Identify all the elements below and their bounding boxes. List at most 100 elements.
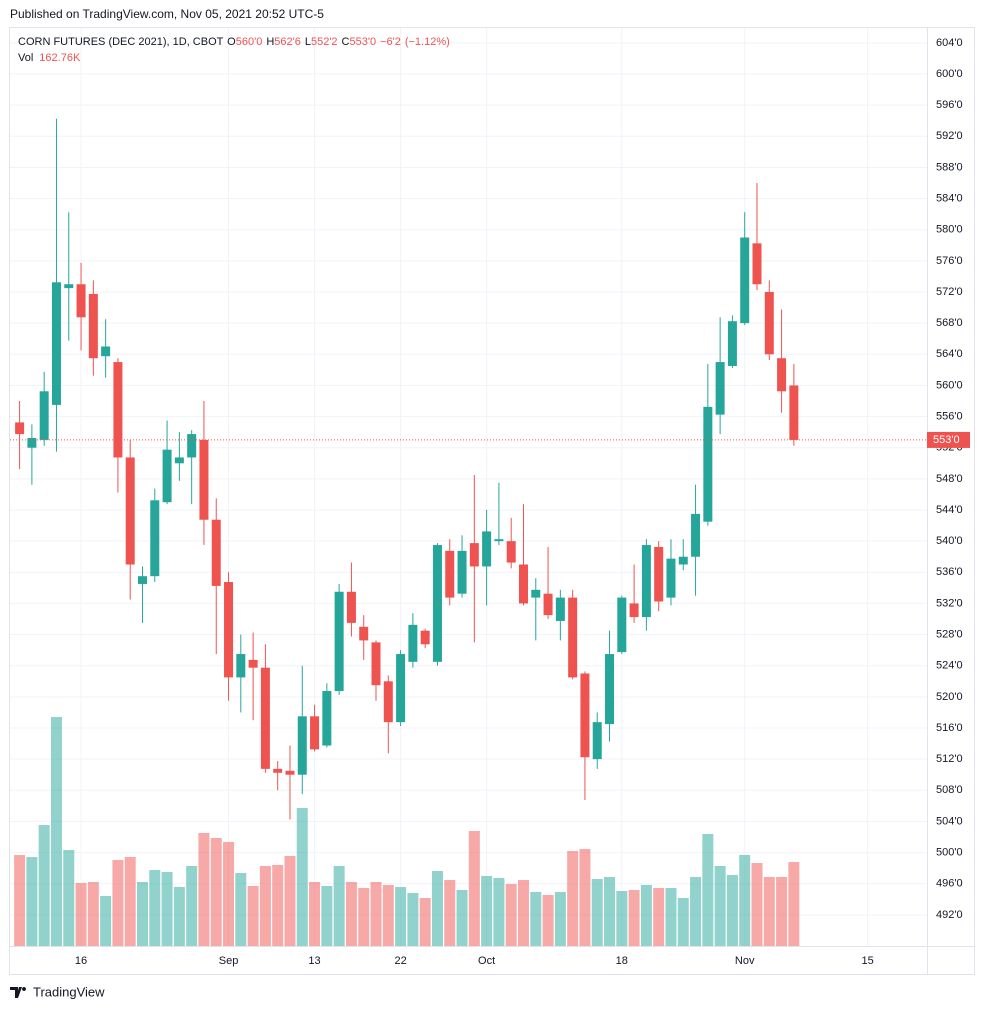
x-tick-label: 16 <box>75 955 87 967</box>
volume-key: Vol <box>18 52 33 64</box>
price-label: 553'0 <box>933 434 960 446</box>
candle-body <box>617 597 627 653</box>
volume-bar <box>210 837 222 946</box>
candle-body <box>555 597 565 621</box>
volume-bar <box>26 857 38 946</box>
x-tick-label: 22 <box>394 955 406 967</box>
y-tick-label: 568'0 <box>936 317 963 329</box>
legend: CORN FUTURES (DEC 2021), 1D, CBOT O560'0 H… <box>18 36 450 64</box>
volume-bar <box>517 879 529 946</box>
y-tick-label: 540'0 <box>936 535 963 547</box>
volume-bar <box>431 871 443 946</box>
volume-bar <box>14 855 26 946</box>
volume-bar <box>567 850 579 946</box>
ohlc-value: 562'6 <box>274 36 301 48</box>
volume-bar <box>137 882 148 946</box>
candle-body <box>383 681 393 723</box>
y-tick-label: 516'0 <box>936 722 963 734</box>
candle-body <box>162 449 172 503</box>
candle-body <box>27 437 37 448</box>
volume-bar <box>161 871 173 946</box>
y-tick-label: 564'0 <box>936 348 963 360</box>
volume-bar <box>530 892 542 946</box>
volume-legend: Vol 162.76K <box>18 52 81 64</box>
candle-body <box>691 513 701 557</box>
y-tick-label: 524'0 <box>936 660 963 672</box>
volume-bar <box>38 825 50 946</box>
volume-bar <box>702 834 714 946</box>
volume-bar <box>505 884 517 946</box>
y-tick-label: 528'0 <box>936 628 963 640</box>
candle-body <box>568 597 578 678</box>
y-tick-label: 580'0 <box>936 224 963 236</box>
volume-bar <box>382 884 394 946</box>
volume-bar <box>788 861 800 946</box>
candle-body <box>101 346 111 357</box>
volume-bar <box>309 882 321 946</box>
volume-bar <box>690 876 702 946</box>
candle-body <box>371 642 381 686</box>
volume-bar <box>776 876 788 946</box>
published-note: Published on TradingView.com, Nov 05, 20… <box>10 7 324 21</box>
volume-bar <box>63 850 75 946</box>
volume-bar <box>284 855 296 946</box>
y-tick-label: 556'0 <box>936 410 963 422</box>
volume-bar <box>665 887 677 946</box>
volume-bar <box>333 866 345 946</box>
ohlc-key: L <box>305 36 311 48</box>
candle-body <box>236 654 246 678</box>
volume-bar <box>272 865 284 946</box>
candle-body <box>432 545 442 662</box>
candle-body <box>273 768 283 773</box>
x-tick-label: 18 <box>616 955 628 967</box>
volume-bar <box>223 842 235 946</box>
candle-body <box>346 591 356 623</box>
candle-body <box>15 422 25 435</box>
brand-logo: TradingView <box>10 984 105 999</box>
candle-body <box>494 539 504 542</box>
candle-body <box>678 556 688 565</box>
change-percent: (−1.12%) <box>405 36 450 48</box>
candle-body <box>76 284 86 318</box>
candle-body <box>322 691 332 746</box>
candle-body <box>666 558 676 598</box>
candle-body <box>125 457 135 565</box>
candle-body <box>224 582 234 678</box>
candle-body <box>715 362 725 415</box>
candle-body <box>187 434 197 458</box>
volume-bar <box>456 890 468 946</box>
x-tick-label: 15 <box>861 955 873 967</box>
volume-bar <box>493 877 505 946</box>
y-tick-label: 560'0 <box>936 379 963 391</box>
ohlc-key: H <box>266 36 274 48</box>
y-tick-label: 588'0 <box>936 161 963 173</box>
volume-bar <box>358 887 370 946</box>
candle-body <box>789 385 799 440</box>
candle-body <box>39 391 49 440</box>
volume-bar <box>616 890 628 946</box>
candle-body <box>88 293 98 359</box>
volume-bar <box>726 874 738 946</box>
y-tick-label: 576'0 <box>936 255 963 267</box>
volume-bar <box>50 717 62 946</box>
candle-body <box>629 603 639 618</box>
candle-body <box>396 654 406 723</box>
candle-body <box>334 591 344 692</box>
volume-bar <box>628 890 640 946</box>
volume-bar <box>75 882 87 946</box>
volume-bar <box>604 876 616 946</box>
x-tick-label: 13 <box>308 955 320 967</box>
candle-body <box>605 654 615 725</box>
candle-body <box>297 716 307 775</box>
candle-body <box>740 237 750 324</box>
volume-bar <box>444 879 456 946</box>
candle-body <box>150 500 160 577</box>
y-tick-label: 520'0 <box>936 691 963 703</box>
candle-body <box>420 630 430 645</box>
candle-body <box>51 282 61 405</box>
symbol-legend: CORN FUTURES (DEC 2021), 1D, CBOT O560'0 H… <box>18 36 450 48</box>
volume-bar <box>186 866 198 946</box>
y-tick-label: 604'0 <box>936 37 963 49</box>
y-tick-label: 500'0 <box>936 846 963 858</box>
